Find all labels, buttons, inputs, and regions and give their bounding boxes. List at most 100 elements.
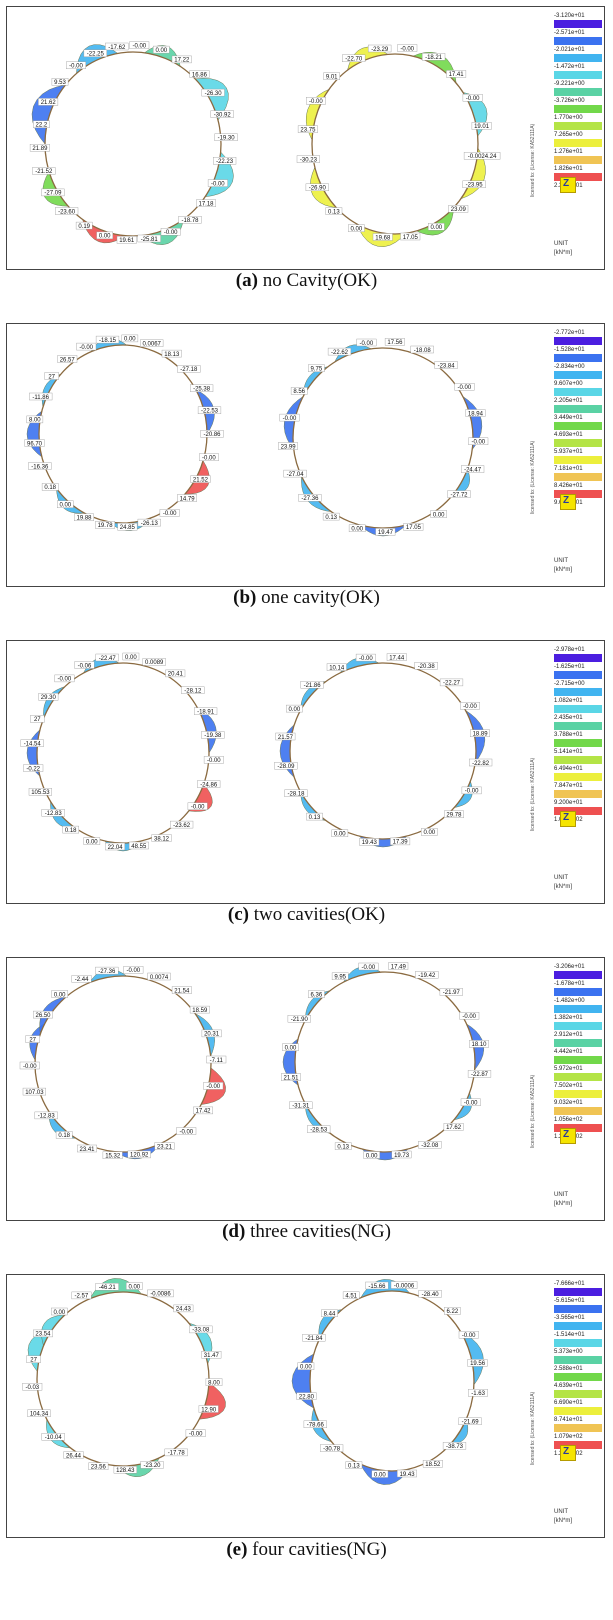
- value-label: -27.04: [287, 472, 305, 478]
- value-label: 17.49: [391, 964, 407, 970]
- value-label: 21.89: [32, 146, 48, 152]
- legend-value: -2.715e+00: [554, 681, 585, 687]
- legend-value: -1.472e+01: [554, 64, 585, 70]
- diagram-panel: -27.36 -0.00 0.0074 21.54 18.59 20.31 -7.11 -0.…: [6, 957, 605, 1221]
- value-label-box: [282, 1043, 299, 1051]
- value-label-box: [384, 338, 405, 346]
- legend-swatch: [554, 722, 602, 730]
- caption-letter: (d): [222, 1221, 246, 1242]
- value-label: 15.32: [105, 1154, 121, 1160]
- value-label-box: [76, 342, 97, 351]
- value-label: 0.00: [155, 48, 167, 54]
- value-label-box: [434, 361, 458, 369]
- value-label-box: [397, 1469, 417, 1478]
- legend-value: 1.770e+00: [554, 115, 583, 121]
- value-label: 19.88: [76, 516, 92, 522]
- value-label: 0.18: [44, 485, 56, 491]
- value-label-box: [74, 661, 95, 669]
- legend-entry: 1.382e+01: [542, 1015, 604, 1032]
- value-label-box: [95, 653, 119, 662]
- legend-entry: 2.205e+01: [542, 398, 604, 415]
- value-label: -0.00: [189, 1432, 203, 1438]
- value-label: -18.21: [425, 55, 443, 61]
- value-label-box: [203, 1082, 224, 1090]
- value-label: -26.30: [205, 91, 223, 97]
- value-label-box: [197, 406, 222, 415]
- legend-entry: -2.978e+01: [542, 647, 604, 664]
- value-label-box: [189, 1325, 213, 1334]
- value-label-box: [422, 53, 446, 61]
- legend-swatch: [554, 688, 602, 696]
- legend-value: 8.741e+01: [554, 1417, 583, 1423]
- legend-value: 7.265e+00: [554, 132, 583, 138]
- value-label-box: [418, 1290, 442, 1298]
- value-label: -18.08: [414, 348, 432, 354]
- value-label: -24.47: [464, 467, 482, 473]
- value-label: 17.56: [387, 340, 403, 346]
- value-label-box: [88, 1462, 109, 1471]
- value-label-box: [151, 834, 172, 842]
- value-label-box: [201, 88, 225, 97]
- color-legend: -3.206e+01 -1.678e+01 -1.482e+00 1.382e+01 2…: [542, 964, 604, 1214]
- value-label-box: [200, 430, 224, 438]
- value-label: -23.29: [371, 47, 389, 53]
- value-label: 19.56: [470, 1361, 486, 1367]
- value-label-box: [439, 988, 463, 996]
- value-label: -21.90: [291, 1017, 309, 1023]
- value-label: 23.99: [281, 444, 297, 450]
- value-label-box: [443, 1123, 464, 1131]
- value-label: -0.06: [78, 663, 92, 669]
- value-label: 26.57: [60, 357, 76, 363]
- legend-entry: -5.615e+01: [542, 1298, 604, 1315]
- value-label-box: [448, 205, 469, 213]
- value-label-box: [287, 1015, 311, 1023]
- value-label: 21.51: [283, 1075, 299, 1081]
- value-label: 17.41: [449, 72, 465, 78]
- value-label-box: [137, 518, 161, 527]
- value-label: -25.81: [141, 237, 159, 243]
- value-label: -18.91: [197, 710, 215, 716]
- legend-value: 7.502e+01: [554, 1083, 583, 1089]
- value-label: -23.84: [438, 363, 456, 369]
- value-label: 0.13: [337, 1145, 349, 1151]
- value-label: -27.09: [44, 191, 62, 197]
- caption-letter: (a): [235, 270, 258, 291]
- value-label-box: [178, 215, 202, 224]
- value-label-box: [297, 1362, 315, 1370]
- value-label: -27.72: [450, 492, 468, 498]
- value-label: 29.78: [446, 813, 462, 819]
- value-label: 16.86: [192, 72, 208, 78]
- value-label-box: [296, 155, 320, 163]
- value-label: 0.0089: [145, 660, 164, 666]
- value-label: 0.00: [351, 527, 363, 533]
- value-label: -28.53: [310, 1127, 328, 1133]
- value-label: -22.25: [87, 52, 105, 58]
- legend-swatch: [554, 773, 602, 781]
- legend-value: -1.528e+01: [554, 347, 585, 353]
- value-label: -0.00: [400, 46, 414, 52]
- legend-swatch: [554, 790, 602, 798]
- moment-lobe: [198, 1382, 226, 1420]
- value-label: -33.08: [192, 1328, 210, 1334]
- value-label: -28.40: [422, 1292, 440, 1298]
- value-label-box: [430, 510, 448, 518]
- legend-value: 7.847e+01: [554, 783, 583, 789]
- value-label: 27: [48, 374, 55, 380]
- legend-swatch: [554, 54, 602, 62]
- value-label: -10.04: [45, 1435, 63, 1441]
- value-label-box: [444, 1307, 461, 1315]
- value-label-box: [24, 439, 45, 447]
- legend-entry: 8.741e+01: [542, 1417, 604, 1434]
- value-label: 23.56: [91, 1465, 107, 1471]
- value-label-box: [290, 387, 308, 395]
- value-label: 19.78: [98, 523, 114, 529]
- value-label-box: [33, 120, 50, 129]
- color-legend: -7.666e+01 -5.615e+01 -3.565e+01 -1.514e+01…: [542, 1281, 604, 1531]
- software-logo-icon: Z: [560, 811, 576, 827]
- value-label-box: [371, 1470, 389, 1478]
- value-label-box: [127, 1150, 151, 1159]
- legend-swatch: [554, 654, 602, 662]
- unit-label: UNIT: [554, 558, 568, 564]
- value-label-box: [187, 802, 208, 810]
- value-label-box: [421, 828, 438, 836]
